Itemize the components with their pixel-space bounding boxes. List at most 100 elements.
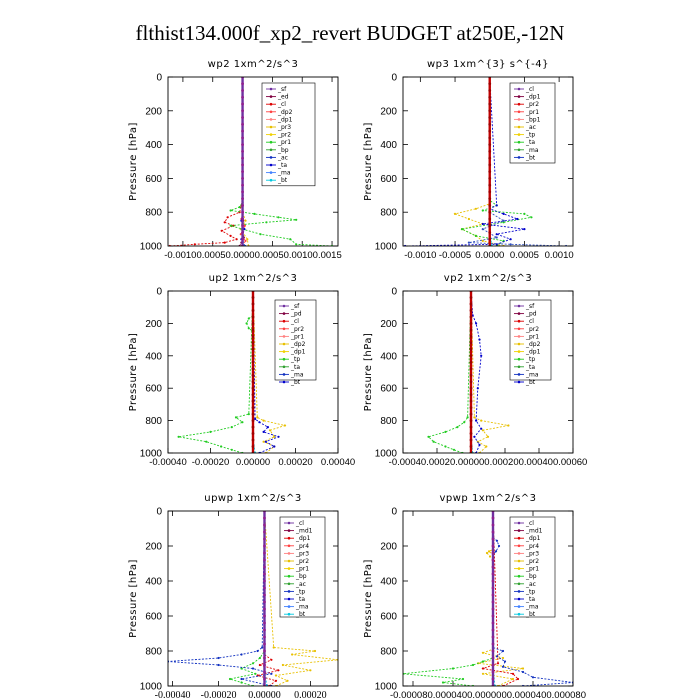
zero-profile-marker (241, 217, 244, 221)
legend-entry: _md1 (295, 528, 313, 535)
zero-profile-marker (263, 544, 266, 548)
legend-entry: _pr1 (525, 566, 539, 573)
legend-marker (517, 552, 521, 555)
zero-profile-marker (469, 296, 473, 299)
zero-profile-marker (491, 579, 495, 583)
legend-marker (269, 125, 273, 129)
zero-profile-marker (251, 373, 255, 377)
zero-profile-marker (469, 347, 473, 351)
zero-profile-marker (251, 412, 255, 416)
data-point (476, 387, 479, 390)
zero-profile-marker (491, 635, 495, 639)
data-point (502, 219, 505, 222)
zero-profile-marker (251, 367, 255, 371)
x-tick-label: 0.00020 (294, 690, 327, 700)
legend-entry: _bp (295, 573, 307, 580)
plot-frame (167, 510, 339, 687)
panels: wp2 1xm^2/s^3 Pressure [hPa] 0 200 400 600 800… (128, 59, 587, 700)
zero-profile-marker (263, 677, 266, 681)
panel-1: wp2 1xm^2/s^3 Pressure [hPa] 0 200 400 600 800… (128, 59, 342, 261)
legend-entry: _pr4 (295, 543, 309, 550)
y-tick-label: 1000 (140, 242, 163, 253)
data-point (270, 672, 273, 675)
legend-marker (269, 110, 273, 114)
data-point (478, 443, 481, 446)
legend-entry: _ed (277, 94, 289, 101)
data-point (259, 233, 262, 236)
legend-entry: _ac (295, 581, 306, 588)
y-tick-label: 1000 (375, 449, 398, 460)
data-point (480, 419, 483, 422)
legend-entry: _pr2 (277, 132, 291, 139)
legend-entry: _ta (525, 364, 535, 371)
zero-profile-marker (263, 516, 266, 520)
zero-profile-marker (263, 600, 266, 604)
legend-entry: _ma (295, 604, 309, 611)
zero-profile-marker (491, 614, 495, 618)
data-point (481, 660, 485, 663)
data-point (230, 448, 233, 451)
zero-profile-marker (251, 432, 255, 435)
zero-profile-marker (241, 170, 244, 174)
zero-profile-marker (491, 523, 495, 527)
legend: _cl_md1_dp1_pr4_pr3_pr2_pr1_bp_ac_tp_ta_… (279, 516, 326, 618)
series-line-pr1 (229, 511, 265, 686)
legend-marker (269, 148, 273, 152)
zero-profile-marker (469, 334, 473, 338)
data-point (511, 677, 515, 681)
y-tick-label: 600 (380, 612, 397, 623)
x-tick-label: 0.00020 (278, 457, 312, 468)
data-point (264, 440, 267, 443)
legend-entry: _pr2 (295, 558, 309, 565)
zero-profile-marker (263, 628, 266, 632)
zero-profile-marker (241, 231, 244, 234)
zero-profile-marker (251, 419, 255, 422)
zero-profile-marker (251, 360, 255, 364)
data-point (262, 440, 265, 443)
zero-profile-marker (488, 89, 492, 92)
zero-profile-marker (488, 163, 492, 167)
zero-profile-marker (251, 328, 255, 332)
legend-marker (287, 590, 291, 593)
panel-title: upwp 1xm^2/s^3 (204, 493, 301, 504)
legend-entry: _ma (525, 371, 539, 378)
y-tick-label: 600 (145, 174, 162, 185)
data-point (281, 663, 284, 667)
panel-5: upwp 1xm^2/s^3 Pressure [hPa] 0 200 400 600 80… (128, 493, 339, 700)
data-point (495, 204, 498, 207)
data-point (226, 216, 229, 219)
y-tick-label: 200 (145, 319, 162, 330)
data-point (509, 243, 512, 246)
plot-frame (167, 76, 339, 247)
series-line-tp (405, 77, 525, 246)
data-point (243, 228, 246, 231)
data-point (467, 217, 470, 221)
legend-marker (282, 342, 286, 346)
legend-marker (282, 357, 286, 361)
series-line-pr1 (178, 291, 254, 453)
legend-marker (517, 148, 521, 152)
data-point (241, 421, 244, 424)
data-point (511, 672, 515, 675)
series-line-pr2 (477, 511, 524, 686)
y-tick-label: 1000 (375, 682, 398, 693)
zero-profile-marker (491, 593, 495, 597)
zero-profile-marker (263, 530, 266, 534)
data-point (291, 653, 294, 656)
zero-profile-marker (241, 102, 244, 106)
data-point (502, 212, 505, 215)
data-point (460, 228, 464, 231)
zero-profile-marker (469, 386, 473, 390)
legend-marker (517, 559, 521, 563)
legend-entry: _pd (290, 311, 302, 318)
data-point (480, 427, 483, 430)
legend-marker (287, 582, 291, 586)
y-tick-label: 600 (380, 384, 397, 395)
legend-marker (517, 140, 521, 144)
zero-profile-marker (469, 367, 473, 371)
data-point (494, 550, 498, 553)
data-point (466, 416, 469, 419)
data-point (453, 212, 457, 215)
data-point (240, 681, 243, 684)
